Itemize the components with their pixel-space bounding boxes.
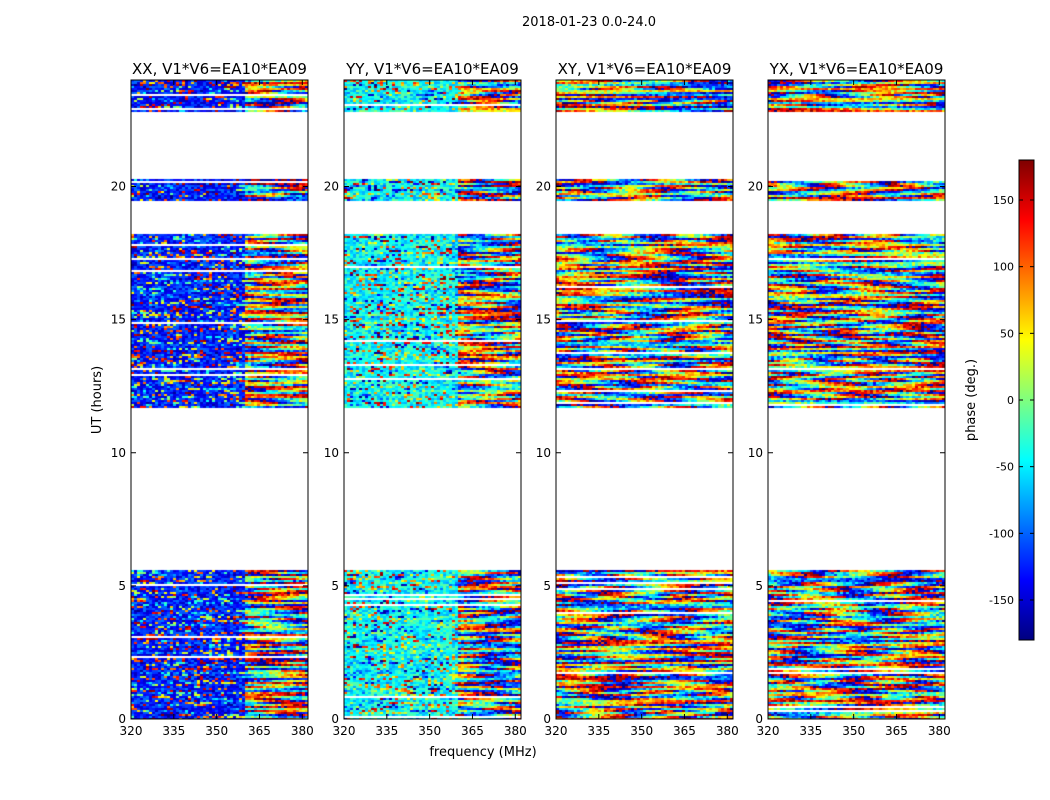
x-tick-label: 350 — [418, 724, 441, 738]
colorbar-tick-label: 0 — [1007, 394, 1014, 407]
x-tick-label: 380 — [716, 724, 739, 738]
panel-title: XX, V1*V6=EA10*EA09 — [132, 60, 307, 78]
x-tick-label: 365 — [248, 724, 271, 738]
y-axis-label: UT (hours) — [90, 366, 105, 434]
panel-title: YX, V1*V6=EA10*EA09 — [769, 60, 944, 78]
x-tick-label: 320 — [545, 724, 568, 738]
panel-frame — [555, 79, 734, 720]
x-tick-label: 365 — [461, 724, 484, 738]
x-tick-label: 380 — [928, 724, 951, 738]
y-tick-label: 0 — [118, 712, 126, 726]
panel-heatmap-image — [131, 80, 308, 719]
panel-frame — [343, 79, 522, 720]
panel-0: XX, V1*V6=EA10*EA09 320 335 350 365 380 0 5 10 15… — [111, 60, 314, 738]
panel-title: XY, V1*V6=EA10*EA09 — [558, 60, 732, 78]
colorbar-tick-label: 100 — [993, 261, 1014, 274]
colorbar-label: phase (deg.) — [964, 359, 979, 441]
y-tick-label: 0 — [543, 712, 551, 726]
panel-frame — [130, 79, 309, 720]
x-tick-label: 320 — [120, 724, 143, 738]
x-tick-label: 335 — [587, 724, 610, 738]
y-tick-label: 15 — [324, 313, 339, 327]
x-tick-label: 335 — [375, 724, 398, 738]
y-tick-label: 5 — [543, 579, 551, 593]
colorbar: phase (deg.) -150 -100 -50 0 50 100 150 — [964, 159, 1035, 641]
y-tick-label: 15 — [111, 313, 126, 327]
panel-2: XY, V1*V6=EA10*EA09 320 335 350 365 380 0 5 10 15… — [536, 60, 739, 738]
x-tick-label: 350 — [205, 724, 228, 738]
y-tick-label: 0 — [331, 712, 339, 726]
panel-frame — [767, 79, 946, 720]
x-tick-label: 350 — [630, 724, 653, 738]
x-tick-label: 335 — [162, 724, 185, 738]
panels-group: XX, V1*V6=EA10*EA09 320 335 350 365 380 0 5 10 15… — [111, 60, 951, 738]
y-tick-label: 20 — [536, 180, 551, 194]
panel-3: YX, V1*V6=EA10*EA09 320 335 350 365 380 0 5 10 15… — [748, 60, 951, 738]
x-tick-label: 380 — [291, 724, 314, 738]
y-tick-label: 5 — [755, 579, 763, 593]
y-tick-label: 15 — [748, 313, 763, 327]
y-tick-label: 20 — [111, 180, 126, 194]
figure-suptitle: 2018-01-23 0.0-24.0 — [522, 15, 656, 30]
y-tick-label: 5 — [118, 579, 126, 593]
y-tick-label: 10 — [748, 446, 763, 460]
x-tick-label: 350 — [842, 724, 865, 738]
panel-heatmap-image — [556, 80, 733, 719]
colorbar-tick-label: -150 — [989, 594, 1014, 607]
y-tick-label: 10 — [536, 446, 551, 460]
panel-1: YY, V1*V6=EA10*EA09 320 335 350 365 380 0 5 10 15… — [324, 60, 527, 738]
colorbar-tick-label: 50 — [1000, 327, 1014, 340]
y-tick-label: 0 — [755, 712, 763, 726]
x-tick-label: 335 — [799, 724, 822, 738]
y-tick-label: 15 — [536, 313, 551, 327]
colorbar-tick-label: -50 — [996, 461, 1014, 474]
y-tick-label: 5 — [331, 579, 339, 593]
colorbar-tick-label: -100 — [989, 527, 1014, 540]
panel-title: YY, V1*V6=EA10*EA09 — [345, 60, 519, 78]
x-tick-label: 320 — [333, 724, 356, 738]
x-tick-label: 365 — [885, 724, 908, 738]
y-tick-label: 20 — [748, 180, 763, 194]
y-tick-label: 20 — [324, 180, 339, 194]
panel-heatmap-image — [768, 80, 945, 719]
x-tick-label: 320 — [757, 724, 780, 738]
x-axis-label: frequency (MHz) — [429, 745, 536, 760]
colorbar-tick-label: 150 — [993, 194, 1014, 207]
y-tick-label: 10 — [324, 446, 339, 460]
x-tick-label: 380 — [504, 724, 527, 738]
y-tick-label: 10 — [111, 446, 126, 460]
panel-heatmap-image — [344, 80, 521, 719]
x-tick-label: 365 — [673, 724, 696, 738]
